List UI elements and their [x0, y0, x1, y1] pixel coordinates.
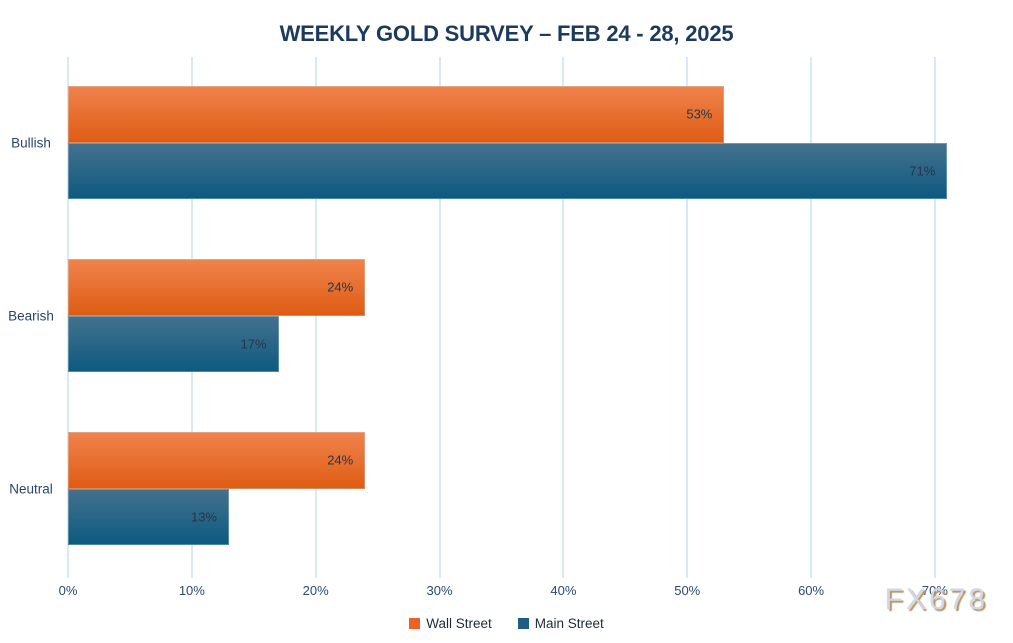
x-tick-label: 30% [426, 583, 453, 598]
gridline [810, 57, 813, 578]
gridline [933, 57, 936, 578]
y-axis-category-labels: Bullish Bearish Neutral [0, 57, 62, 578]
value-label: 24% [327, 279, 354, 295]
gridline [314, 57, 317, 578]
gridline [686, 57, 689, 578]
legend-label: Main Street [534, 616, 604, 631]
x-tick-label: 40% [550, 583, 577, 598]
value-label: 53% [686, 106, 713, 122]
legend-item-main-street: Main Street [517, 616, 604, 631]
plot-area: 53% 71% 24% 17% 24% 13% [67, 57, 1008, 578]
watermark: FX678 [884, 583, 988, 616]
category-label-bullish: Bullish [11, 135, 51, 150]
value-label: 13% [190, 509, 217, 525]
x-tick-label: 10% [178, 583, 205, 598]
chart-title: WEEKLY GOLD SURVEY – FEB 24 - 28, 2025 [279, 21, 734, 46]
legend-label: Wall Street [426, 616, 492, 631]
category-label-neutral: Neutral [9, 481, 53, 496]
gridline [438, 57, 441, 578]
value-label: 71% [909, 163, 936, 179]
legend-swatch-main-street [517, 618, 529, 629]
x-tick-label: 60% [798, 583, 825, 598]
gridline [562, 57, 565, 578]
bar-wall-street-bearish: 24% [68, 259, 366, 316]
bar-main-street-neutral: 13% [68, 488, 229, 545]
bar-main-street-bullish: 71% [68, 142, 948, 199]
legend-item-wall-street: Wall Street [409, 616, 492, 631]
x-axis-tick-labels: 0% 10% 20% 30% 40% 50% 60% 70% [59, 583, 1008, 601]
x-tick-label: 70% [921, 583, 948, 598]
x-tick-label: 20% [302, 583, 329, 598]
bar-wall-street-neutral: 24% [68, 432, 366, 489]
x-tick-label: 50% [674, 583, 701, 598]
legend-swatch-wall-street [409, 618, 421, 629]
bar-main-street-bearish: 17% [68, 315, 279, 372]
value-label: 24% [327, 452, 354, 468]
category-label-bearish: Bearish [8, 308, 54, 323]
legend: Wall Street Main Street [0, 616, 1013, 631]
x-tick-label: 0% [58, 583, 78, 598]
value-label: 17% [240, 336, 267, 352]
bar-wall-street-bullish: 53% [68, 86, 725, 143]
